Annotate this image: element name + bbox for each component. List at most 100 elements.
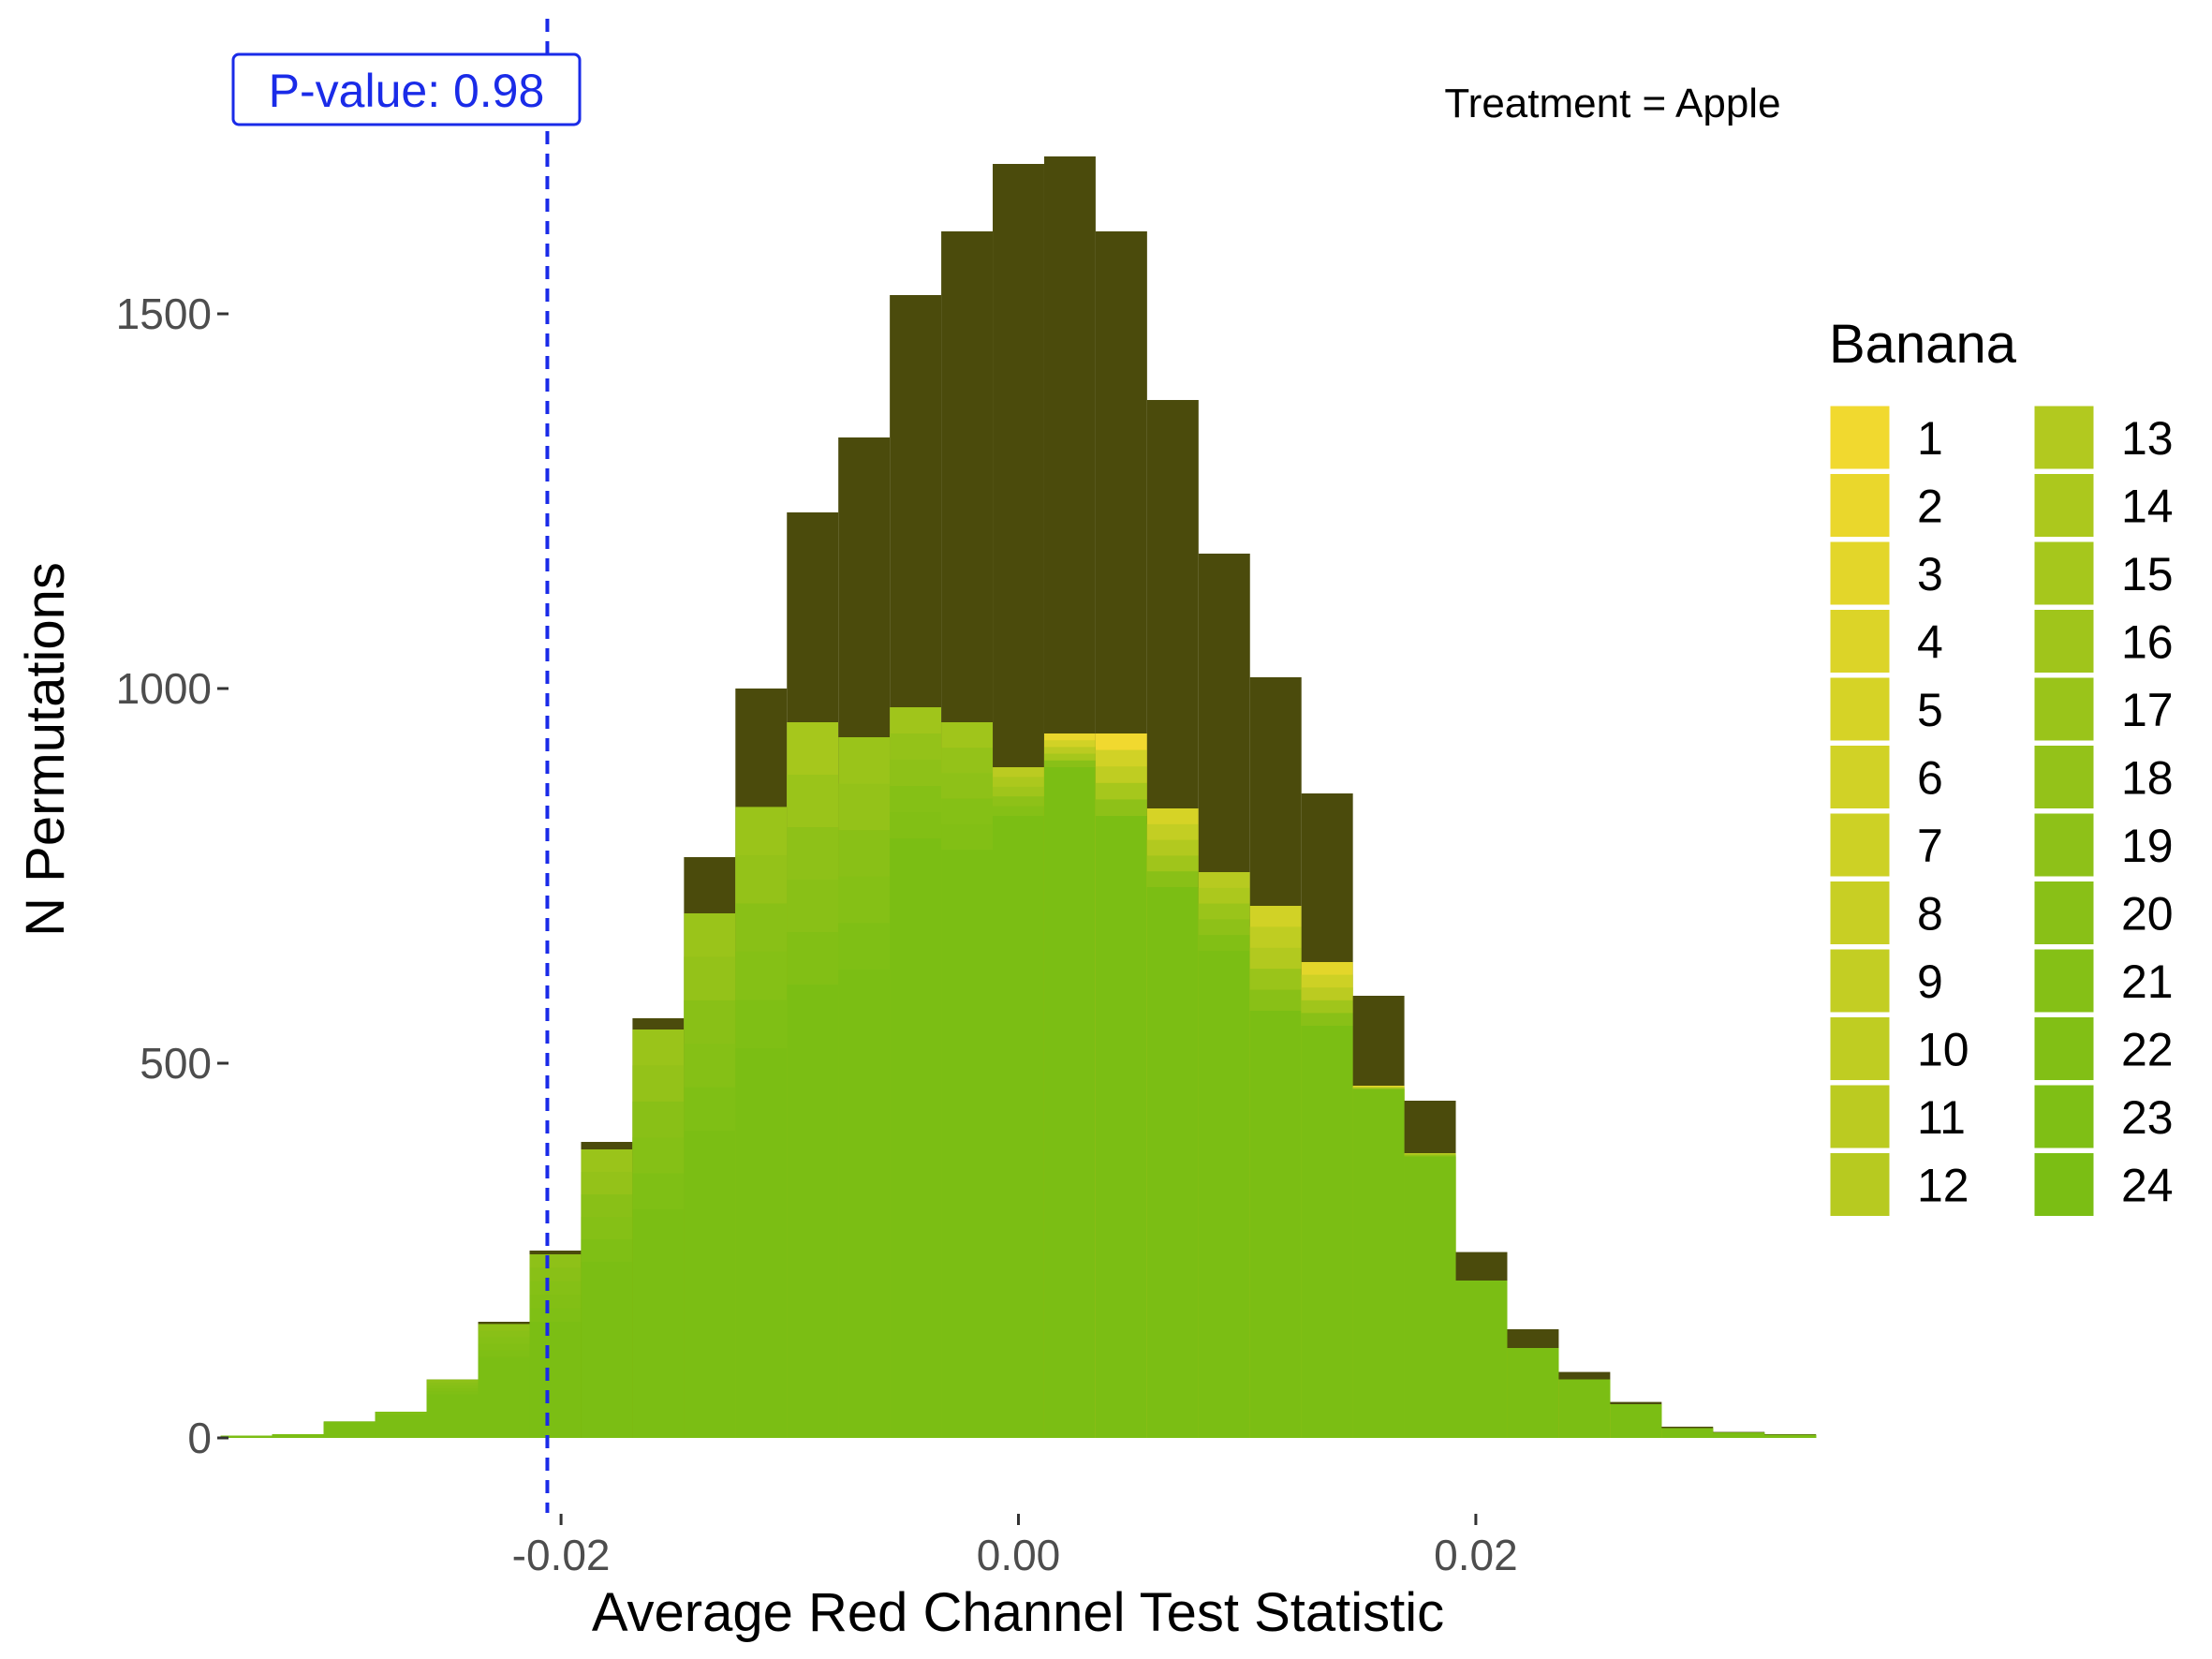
legend-label: 11 bbox=[1917, 1091, 1966, 1144]
legend-key bbox=[1827, 403, 1893, 472]
legend-key bbox=[1827, 810, 1893, 880]
legend-label: 15 bbox=[2121, 548, 2174, 600]
bar-base bbox=[1352, 1089, 1405, 1438]
bar-base bbox=[1713, 1432, 1765, 1438]
bar-base bbox=[993, 816, 1044, 1438]
legend-key bbox=[2031, 1082, 2097, 1151]
legend-label: 22 bbox=[2121, 1024, 2174, 1076]
bar-base bbox=[632, 1209, 685, 1438]
legend-key bbox=[1827, 1150, 1893, 1219]
bar-base bbox=[323, 1424, 376, 1438]
facet-label: Treatment = Apple bbox=[1444, 81, 1780, 126]
legend-key bbox=[1827, 471, 1893, 540]
x-axis-title: Average Red Channel Test Statistic bbox=[592, 1582, 1444, 1643]
legend-label: 9 bbox=[1917, 955, 1943, 1008]
bar-base bbox=[426, 1394, 479, 1438]
legend-label: 17 bbox=[2121, 684, 2174, 736]
bar-base bbox=[684, 1131, 736, 1438]
bar-base bbox=[890, 838, 942, 1438]
bar-base bbox=[838, 970, 891, 1438]
legend-key bbox=[1827, 539, 1893, 608]
y-tick-label: 1500 bbox=[116, 289, 212, 338]
y-tick-label: 500 bbox=[140, 1039, 212, 1088]
legend-label: 23 bbox=[2121, 1091, 2174, 1144]
bar-base bbox=[1558, 1379, 1611, 1438]
bar-base bbox=[1610, 1404, 1662, 1438]
y-tick-label: 0 bbox=[187, 1414, 212, 1462]
legend-key bbox=[2031, 471, 2097, 540]
legend-key bbox=[1827, 607, 1893, 675]
bars-layer bbox=[220, 156, 1817, 1438]
x-tick-label: -0.02 bbox=[512, 1531, 611, 1579]
bar-base bbox=[1661, 1428, 1714, 1438]
bar-base bbox=[1249, 1011, 1302, 1438]
legend-key bbox=[2031, 946, 2097, 1015]
legend-label: 20 bbox=[2121, 888, 2174, 941]
legend-label: 7 bbox=[1917, 820, 1943, 872]
bar-base bbox=[941, 850, 994, 1438]
bar-base bbox=[1301, 1026, 1353, 1438]
bar-base bbox=[1095, 816, 1147, 1438]
bar-base bbox=[735, 1048, 788, 1438]
legend-label: 8 bbox=[1917, 888, 1943, 941]
bar-base bbox=[478, 1356, 530, 1438]
x-tick-label: 0.02 bbox=[1434, 1531, 1518, 1579]
legend-key bbox=[2031, 403, 2097, 472]
legend-label: 3 bbox=[1917, 548, 1943, 600]
legend-key bbox=[2031, 607, 2097, 675]
p-value-label: P-value: 0.98 bbox=[269, 65, 545, 117]
bar-base bbox=[1198, 951, 1250, 1438]
legend-key bbox=[2031, 743, 2097, 811]
legend-key bbox=[1827, 674, 1893, 744]
bar-base bbox=[1404, 1157, 1456, 1438]
plot-area bbox=[220, 19, 1817, 1513]
legend-label: 19 bbox=[2121, 820, 2174, 872]
p-value-annotation: P-value: 0.98 bbox=[231, 52, 582, 126]
legend-key bbox=[2031, 879, 2097, 947]
y-axis-title: N Permutations bbox=[15, 562, 76, 937]
legend-key bbox=[1827, 1082, 1893, 1151]
legend-key bbox=[1827, 946, 1893, 1015]
legend-label: 1 bbox=[1917, 412, 1943, 465]
legend-label: 13 bbox=[2121, 412, 2174, 465]
legend-label: 24 bbox=[2121, 1160, 2174, 1212]
bar-base bbox=[1146, 887, 1199, 1438]
bar-base bbox=[375, 1416, 427, 1438]
legend-label: 2 bbox=[1917, 481, 1943, 533]
bar-base bbox=[220, 1435, 273, 1438]
legend-title: Banana bbox=[1829, 314, 2017, 375]
legend-key bbox=[2031, 674, 2097, 744]
legend-key bbox=[1827, 879, 1893, 947]
bar-base bbox=[787, 985, 839, 1438]
bar-base bbox=[581, 1262, 633, 1438]
bar-base bbox=[272, 1434, 324, 1438]
y-axis: 0 500 1000 1500 bbox=[116, 289, 229, 1462]
bar-base bbox=[1764, 1434, 1817, 1438]
legend-key bbox=[1827, 1015, 1893, 1083]
bar-base bbox=[1043, 767, 1096, 1438]
legend-key bbox=[1827, 743, 1893, 811]
legend-label: 21 bbox=[2121, 955, 2174, 1008]
x-axis: -0.02 0.00 0.02 bbox=[512, 1514, 1518, 1579]
legend-label: 18 bbox=[2121, 752, 2174, 805]
bar-base bbox=[1507, 1348, 1559, 1438]
legend-label: 14 bbox=[2121, 481, 2174, 533]
bar-base bbox=[1455, 1281, 1508, 1438]
p-value-box bbox=[231, 52, 582, 126]
legend-key bbox=[2031, 1015, 2097, 1083]
legend-key bbox=[2031, 810, 2097, 880]
y-tick-label: 1000 bbox=[116, 664, 212, 713]
legend-label: 10 bbox=[1917, 1024, 1969, 1076]
legend-key bbox=[2031, 1150, 2097, 1219]
legend-key bbox=[2031, 539, 2097, 608]
legend-label: 6 bbox=[1917, 752, 1943, 805]
legend-label: 5 bbox=[1917, 684, 1943, 736]
legend: Banana 123456789101112131415161718192021… bbox=[1827, 314, 2174, 1219]
legend-label: 4 bbox=[1917, 616, 1943, 669]
legend-label: 16 bbox=[2121, 616, 2174, 669]
legend-label: 12 bbox=[1917, 1160, 1969, 1212]
bar-base bbox=[529, 1322, 582, 1438]
x-tick-label: 0.00 bbox=[977, 1531, 1061, 1579]
